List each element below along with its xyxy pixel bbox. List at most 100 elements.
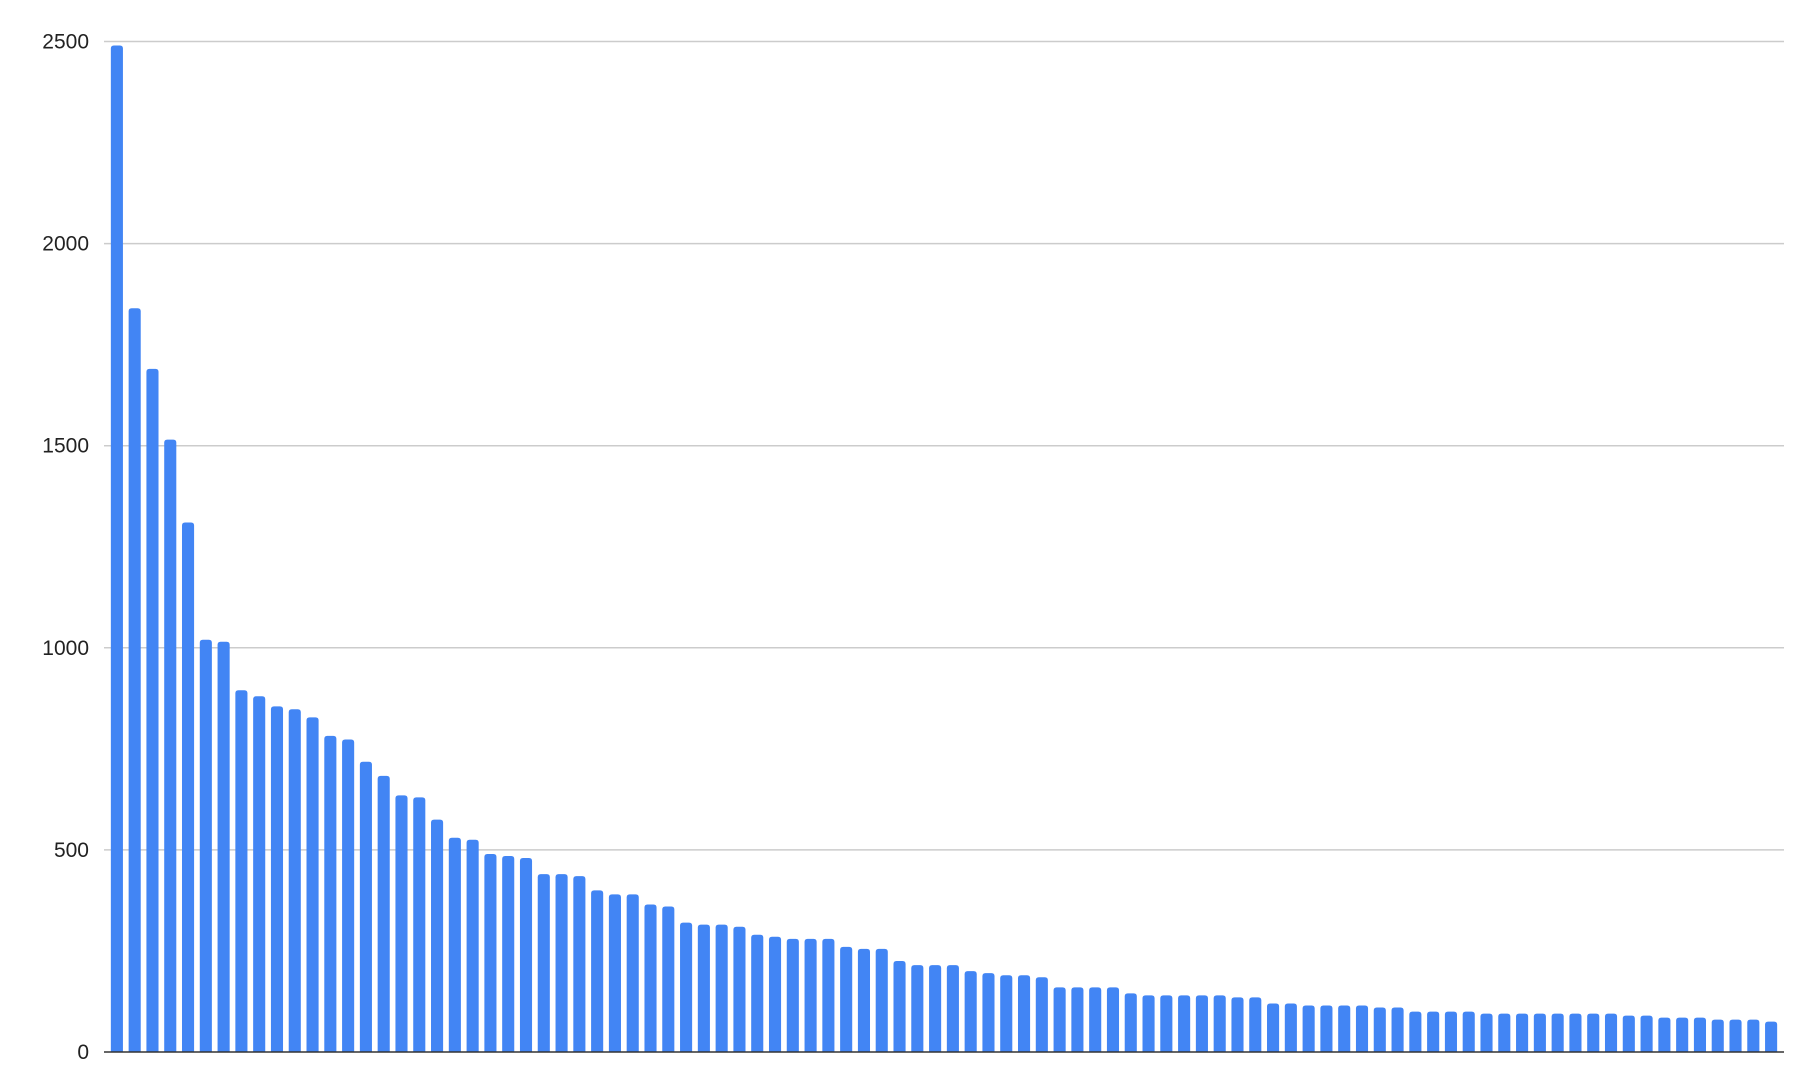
bar [431,819,444,1052]
bar [1089,987,1102,1052]
bar [324,735,337,1052]
bar [1533,1013,1546,1052]
bar [573,876,586,1052]
bar [768,936,782,1052]
bar [1000,975,1013,1052]
bar [1355,1005,1369,1052]
bar [1551,1013,1564,1052]
bar [181,522,195,1052]
bar [857,948,871,1052]
bar [1587,1013,1600,1052]
bar [359,761,372,1052]
bar [377,775,390,1052]
bar [1480,1013,1493,1052]
bar [413,797,426,1052]
bar [1498,1013,1511,1052]
bar [1071,987,1084,1052]
bar [1569,1013,1582,1052]
bars [110,45,1778,1053]
bar [929,965,942,1052]
bar [1462,1011,1475,1052]
bar [751,934,764,1052]
bar [128,308,141,1053]
bar [875,948,888,1052]
y-tick-label: 2000 [42,233,89,256]
bar [893,961,906,1052]
bar [1106,987,1120,1052]
bar [270,706,284,1052]
bar [1427,1011,1440,1052]
bar [1035,977,1048,1052]
bar [964,971,977,1052]
bar [1302,1005,1315,1052]
bar [288,709,301,1052]
y-axis-ticks: 0 500 1000 1500 2000 2500 [42,31,89,1065]
bar [306,717,319,1052]
bar [1160,995,1173,1052]
bar [484,853,497,1052]
bar [448,837,461,1052]
bar [1676,1017,1689,1052]
bar [591,890,604,1052]
bar [1178,995,1191,1052]
bar [608,894,621,1052]
bar [1320,1005,1333,1052]
bar [822,938,835,1052]
bar [1604,1013,1618,1052]
bar [1711,1019,1724,1052]
bar [1747,1019,1760,1052]
bar [1267,1003,1280,1052]
bar [1622,1015,1635,1052]
bar [342,739,355,1052]
bar [502,855,515,1052]
bar [1729,1019,1742,1052]
y-tick-label: 500 [54,839,89,862]
bar [199,639,212,1052]
bar [697,924,710,1052]
bar [253,696,266,1052]
bar [840,946,853,1052]
bar [1124,993,1137,1052]
bar [1373,1007,1386,1052]
bar [1213,995,1226,1052]
bar [1391,1007,1404,1052]
bar [1765,1021,1778,1052]
gridlines [104,40,1784,851]
y-tick-label: 0 [77,1041,89,1064]
bar [1249,997,1262,1052]
bar [537,874,550,1052]
bar [1195,995,1208,1052]
bar [680,922,693,1052]
bar [1338,1005,1351,1052]
y-tick-label: 1000 [42,637,89,660]
bar [1053,987,1066,1052]
bar [662,906,675,1052]
bar [1409,1011,1422,1052]
bar [626,894,639,1052]
bar [395,795,408,1052]
bar [1284,1003,1297,1052]
bar [715,924,728,1052]
y-tick-label: 1500 [42,435,89,458]
y-tick-label: 2500 [42,31,89,54]
bar [1693,1017,1707,1052]
bar [164,439,177,1053]
bar [804,938,817,1052]
bar [786,938,799,1052]
bar [555,874,568,1052]
bar [911,965,924,1052]
bar [1516,1013,1529,1052]
bar [644,904,657,1052]
bar [519,857,533,1052]
bar [110,45,123,1053]
bar [1640,1015,1653,1052]
bar [1231,997,1244,1052]
bar [1017,975,1031,1052]
bar [733,926,746,1052]
bar [982,973,995,1052]
bar [1142,995,1155,1052]
bar [466,839,479,1052]
bar [235,690,248,1052]
bar [217,641,230,1052]
